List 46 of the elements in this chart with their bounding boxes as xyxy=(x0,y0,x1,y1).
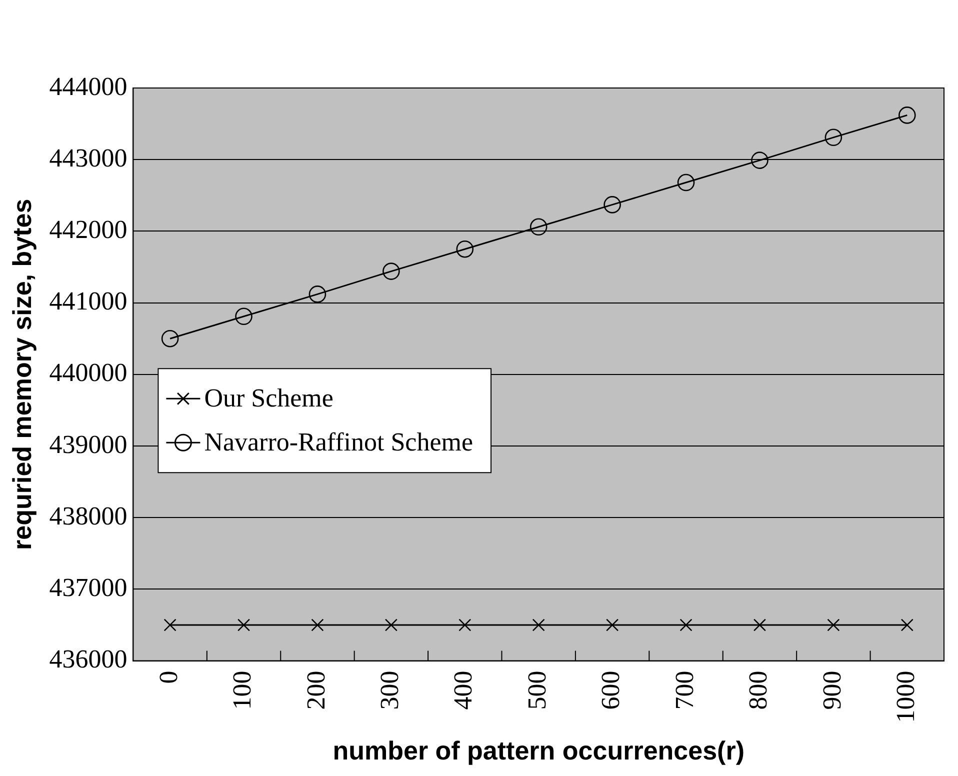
point xyxy=(604,196,621,214)
point xyxy=(384,618,398,632)
point xyxy=(900,618,914,632)
x-tick-label: 400 xyxy=(448,670,478,710)
point xyxy=(680,618,692,632)
point xyxy=(753,618,766,632)
point xyxy=(235,308,252,326)
y-axis-title: requried memory size, bytes xyxy=(6,198,37,550)
point xyxy=(161,330,179,348)
x-tick-label: 1000 xyxy=(890,670,920,723)
y-tick-label: 437000 xyxy=(49,573,128,602)
y-tick-label: 443000 xyxy=(49,143,128,172)
y-tick-label: 439000 xyxy=(49,430,128,459)
y-tick-label: 438000 xyxy=(49,501,128,530)
point xyxy=(382,262,400,280)
point xyxy=(164,618,176,632)
y-tick-label: 436000 xyxy=(49,644,128,674)
point xyxy=(530,218,548,236)
x-tick-label: 600 xyxy=(596,670,626,710)
x-tick-label: 200 xyxy=(301,670,330,710)
point xyxy=(458,618,472,632)
x-tick-label: 300 xyxy=(375,670,404,710)
point xyxy=(532,618,545,632)
point xyxy=(311,618,324,632)
point xyxy=(308,286,326,303)
x-tick-label: 800 xyxy=(744,670,773,710)
y-tick-label: 440000 xyxy=(49,358,128,388)
point xyxy=(898,106,916,124)
point xyxy=(456,240,474,258)
x-tick-label: 0 xyxy=(154,670,183,684)
y-tick-label: 444000 xyxy=(49,72,128,101)
point xyxy=(751,152,768,169)
y-tick-label: 442000 xyxy=(49,215,128,244)
point xyxy=(606,618,619,632)
legend-label: Our Scheme xyxy=(204,384,334,412)
legend-label: Navarro-Raffinot Scheme xyxy=(204,428,474,456)
x-tick-label: 500 xyxy=(522,670,552,710)
x-tick-label: 700 xyxy=(670,670,699,710)
x-tick-label: 900 xyxy=(817,670,846,710)
point xyxy=(677,174,695,192)
point xyxy=(237,618,250,632)
y-tick-label: 441000 xyxy=(49,286,128,316)
point xyxy=(827,618,840,632)
point xyxy=(824,128,842,146)
x-axis-title: number of pattern occurrences(r) xyxy=(332,736,744,766)
x-tick-label: 100 xyxy=(228,670,257,710)
